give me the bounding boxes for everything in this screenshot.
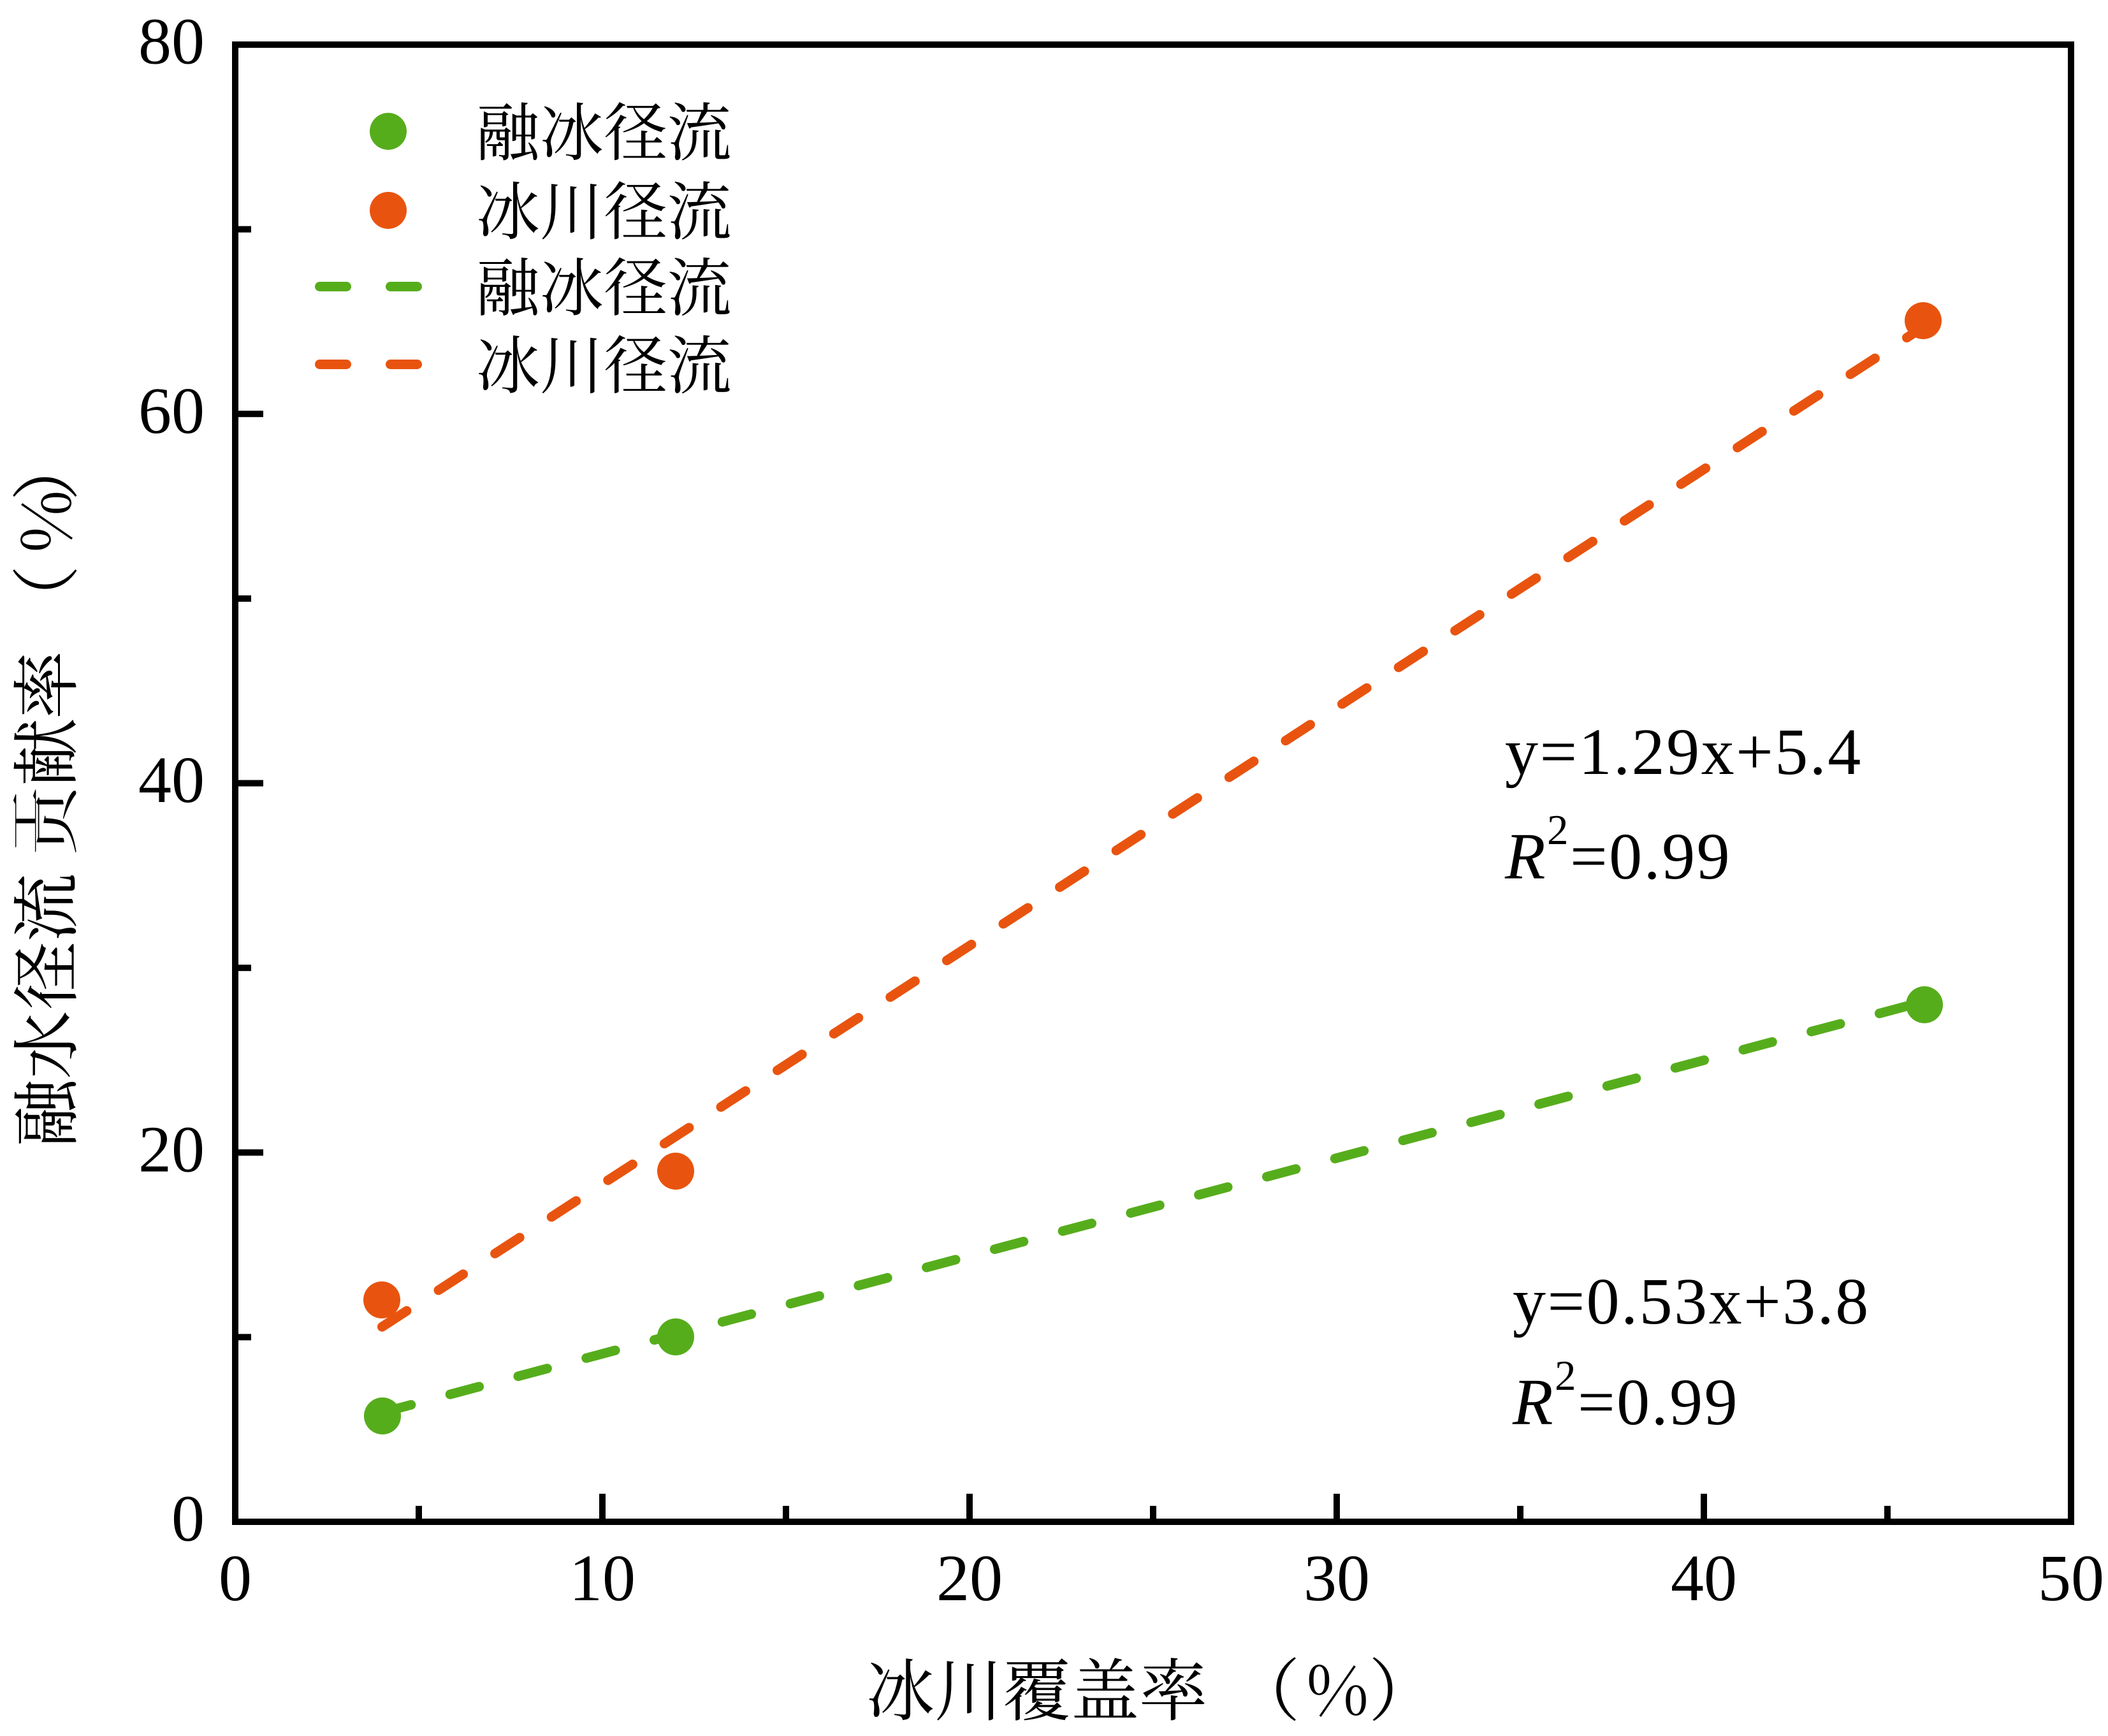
svg-text:融: 融 — [0, 1079, 91, 1147]
svg-text:水: 水 — [0, 1010, 91, 1079]
svg-text:贝: 贝 — [21, 787, 85, 855]
svg-text:20: 20 — [138, 1112, 205, 1186]
svg-text:）: ） — [0, 433, 91, 501]
svg-text:80: 80 — [138, 5, 205, 78]
svg-text:y=1.29x+5.4: y=1.29x+5.4 — [1505, 715, 1863, 789]
svg-text:20: 20 — [936, 1542, 1003, 1615]
svg-text:流: 流 — [0, 873, 91, 942]
svg-text:R2=0.99: R2=0.99 — [1504, 806, 1731, 893]
svg-text:60: 60 — [138, 374, 205, 448]
svg-text:率: 率 — [0, 651, 91, 719]
svg-text:30: 30 — [1304, 1542, 1370, 1615]
svg-text:%: % — [1306, 1637, 1369, 1735]
svg-text:献: 献 — [0, 718, 91, 786]
svg-text:冰川径流: 冰川径流 — [476, 161, 731, 253]
svg-text:10: 10 — [569, 1542, 636, 1615]
svg-text:%: % — [0, 490, 91, 553]
svg-text:y=0.53x+3.8: y=0.53x+3.8 — [1513, 1265, 1870, 1338]
svg-text:40: 40 — [138, 743, 205, 817]
svg-text:50: 50 — [2038, 1542, 2104, 1615]
svg-text:冰川径流: 冰川径流 — [476, 315, 731, 407]
svg-text:0: 0 — [171, 1482, 205, 1556]
svg-text:）: ） — [1369, 1637, 1437, 1735]
svg-text:径: 径 — [0, 942, 91, 1010]
svg-text:0: 0 — [219, 1542, 252, 1615]
svg-text:冰川覆盖率: 冰川覆盖率 — [866, 1637, 1207, 1735]
svg-text:融冰径流: 融冰径流 — [476, 82, 731, 174]
svg-text:（: （ — [1232, 1637, 1300, 1735]
svg-text:（: （ — [0, 565, 91, 633]
svg-text:R2=0.99: R2=0.99 — [1512, 1352, 1739, 1439]
svg-text:融冰径流: 融冰径流 — [476, 237, 731, 329]
svg-text:40: 40 — [1671, 1542, 1737, 1615]
svg-text:工: 工 — [1, 787, 45, 855]
